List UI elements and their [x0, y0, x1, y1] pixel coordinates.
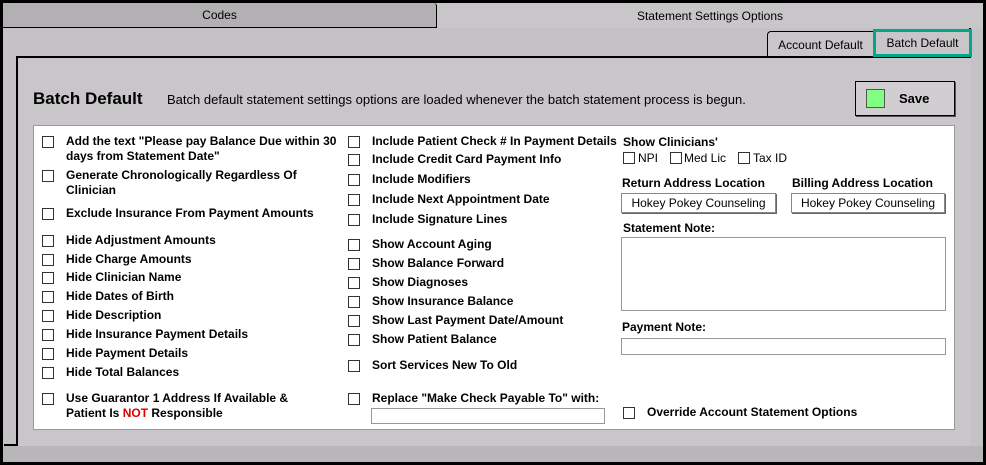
option-label: Include Patient Check # In Payment Detai…	[372, 134, 617, 148]
tab-statement-settings-options[interactable]: Statement Settings Options	[437, 3, 983, 28]
option-checkbox[interactable]	[348, 214, 360, 226]
save-indicator-icon	[866, 89, 885, 108]
option-checkbox[interactable]	[348, 174, 360, 186]
option-checkbox[interactable]	[42, 310, 54, 322]
med-lic-checkbox[interactable]	[670, 152, 682, 164]
option-label: Show Balance Forward	[372, 256, 505, 270]
option-checkbox[interactable]	[348, 360, 360, 372]
option-checkbox[interactable]	[348, 154, 360, 166]
option-checkbox[interactable]	[348, 315, 360, 327]
save-label: Save	[899, 91, 930, 106]
option-checkbox[interactable]	[42, 329, 54, 341]
option-label: Hide Total Balances	[66, 365, 180, 379]
save-button[interactable]: Save	[855, 81, 955, 116]
guarantor-label: Use Guarantor 1 Address If Available & P…	[66, 391, 289, 420]
tab-codes[interactable]: Codes	[3, 3, 437, 28]
option-label: Hide Adjustment Amounts	[66, 233, 216, 247]
tax-id-checkbox[interactable]	[738, 152, 750, 164]
return-address-button[interactable]: Hokey Pokey Counseling	[621, 193, 776, 213]
option-label: Show Diagnoses	[372, 275, 469, 289]
npi-checkbox[interactable]	[623, 152, 635, 164]
return-address-label: Return Address Location	[622, 176, 765, 190]
option-checkbox[interactable]	[42, 291, 54, 303]
option-checkbox[interactable]	[42, 272, 54, 284]
option-label: Add the text "Please pay Balance Due wit…	[66, 134, 337, 163]
option-checkbox[interactable]	[348, 239, 360, 251]
option-checkbox[interactable]	[348, 334, 360, 346]
option-checkbox[interactable]	[42, 348, 54, 360]
tab-batch-default[interactable]: Batch Default	[873, 29, 972, 57]
option-checkbox[interactable]	[42, 136, 54, 148]
show-clinicians-label: Show Clinicians'	[623, 135, 718, 149]
option-checkbox[interactable]	[348, 194, 360, 206]
page-description: Batch default statement settings options…	[167, 92, 746, 107]
override-label: Override Account Statement Options	[647, 405, 858, 419]
npi-label: NPI	[638, 151, 659, 165]
option-label: Show Last Payment Date/Amount	[372, 313, 564, 327]
tab-account-default[interactable]: Account Default	[767, 31, 874, 57]
option-checkbox[interactable]	[348, 258, 360, 270]
bottom-strip	[3, 446, 983, 462]
option-label: Hide Charge Amounts	[66, 252, 192, 266]
option-label: Hide Dates of Birth	[66, 289, 175, 303]
option-label: Show Account Aging	[372, 237, 492, 251]
option-label: Include Next Appointment Date	[372, 192, 550, 206]
replace-label: Replace "Make Check Payable To" with:	[372, 391, 600, 405]
option-checkbox[interactable]	[348, 277, 360, 289]
option-label: Include Signature Lines	[372, 212, 508, 226]
tax-id-label: Tax ID	[753, 151, 788, 165]
option-label: Show Insurance Balance	[372, 294, 514, 308]
option-checkbox[interactable]	[348, 136, 360, 148]
override-checkbox[interactable]	[623, 407, 635, 419]
guarantor-checkbox[interactable]	[42, 393, 54, 405]
statement-note-label: Statement Note:	[623, 221, 716, 235]
option-checkbox[interactable]	[348, 296, 360, 308]
option-label: Show Patient Balance	[372, 332, 497, 346]
option-label: Hide Description	[66, 308, 162, 322]
payment-note-input[interactable]	[621, 338, 946, 355]
option-checkbox[interactable]	[42, 170, 54, 182]
page-title: Batch Default	[33, 89, 143, 108]
option-checkbox[interactable]	[42, 235, 54, 247]
med-lic-label: Med Lic	[684, 151, 727, 165]
replace-checkbox[interactable]	[348, 393, 360, 405]
option-label: Hide Clinician Name	[66, 270, 182, 284]
option-label: Sort Services New To Old	[372, 358, 518, 372]
option-label: Hide Insurance Payment Details	[66, 327, 249, 341]
option-checkbox[interactable]	[42, 254, 54, 266]
option-label: Include Modifiers	[372, 172, 471, 186]
option-checkbox[interactable]	[42, 208, 54, 220]
option-checkbox[interactable]	[42, 367, 54, 379]
option-label: Generate Chronologically Regardless Of C…	[66, 168, 297, 197]
payment-note-label: Payment Note:	[622, 320, 707, 334]
option-label: Include Credit Card Payment Info	[372, 152, 562, 166]
billing-address-button[interactable]: Hokey Pokey Counseling	[791, 193, 945, 213]
option-label: Exclude Insurance From Payment Amounts	[66, 206, 314, 220]
option-label: Hide Payment Details	[66, 346, 189, 360]
billing-address-label: Billing Address Location	[792, 176, 933, 190]
statement-note-textarea[interactable]	[621, 237, 946, 311]
replace-input[interactable]	[371, 408, 605, 424]
